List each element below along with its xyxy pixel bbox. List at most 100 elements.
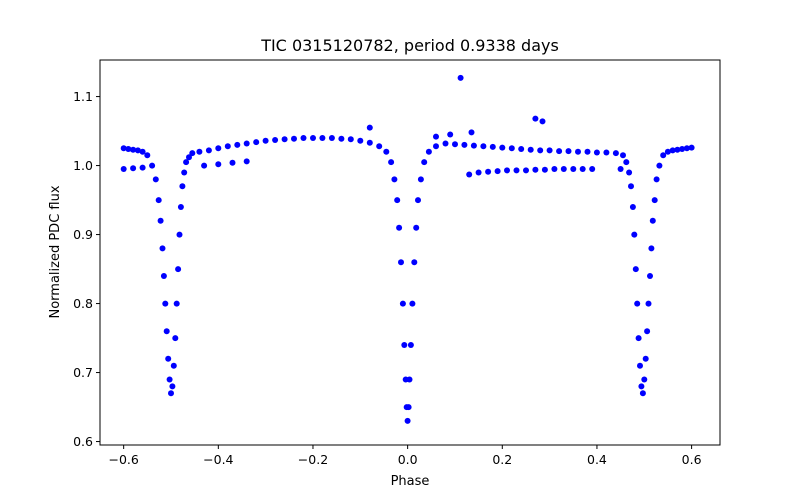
- y-tick-label: 1.0: [73, 158, 93, 173]
- data-point: [539, 118, 546, 125]
- data-point: [628, 183, 634, 190]
- data-point: [357, 137, 364, 144]
- data-point: [300, 135, 307, 141]
- data-point: [396, 224, 403, 231]
- data-point: [639, 390, 646, 397]
- data-point: [405, 404, 412, 411]
- data-point: [635, 335, 642, 342]
- data-point: [417, 176, 424, 183]
- data-point: [144, 152, 151, 159]
- data-point: [224, 143, 231, 150]
- data-point: [612, 150, 619, 157]
- data-point: [383, 148, 390, 155]
- data-point: [603, 149, 610, 156]
- x-tick-label: 0.2: [492, 452, 512, 467]
- data-point: [130, 165, 137, 172]
- data-point: [504, 167, 510, 174]
- data-point: [480, 143, 487, 150]
- x-tick-label: −0.4: [203, 452, 233, 467]
- data-point: [404, 417, 411, 424]
- data-point: [160, 273, 167, 279]
- data-point: [645, 300, 652, 307]
- y-tick-label: 0.8: [73, 296, 93, 311]
- data-point: [637, 362, 643, 369]
- data-point: [262, 137, 269, 144]
- data-point: [452, 141, 458, 148]
- data-point: [139, 164, 146, 171]
- data-point: [272, 137, 279, 143]
- data-point: [620, 152, 626, 159]
- data-point: [409, 300, 416, 307]
- data-point: [155, 197, 162, 204]
- data-point: [407, 342, 414, 348]
- data-point: [172, 335, 179, 342]
- data-point: [447, 131, 454, 138]
- data-point: [461, 141, 468, 148]
- data-point: [669, 147, 676, 154]
- data-point: [170, 362, 177, 369]
- data-point: [660, 152, 667, 159]
- data-point: [489, 143, 496, 150]
- data-point: [181, 169, 188, 176]
- data-point: [532, 166, 539, 173]
- data-point: [632, 266, 639, 273]
- data-point: [149, 162, 156, 169]
- data-point: [196, 148, 203, 155]
- data-points: [120, 74, 695, 424]
- data-point: [162, 300, 169, 307]
- data-point: [433, 133, 439, 140]
- data-point: [243, 140, 250, 147]
- data-point: [631, 231, 638, 238]
- data-point: [166, 376, 173, 383]
- data-point: [475, 169, 482, 176]
- data-point: [664, 148, 671, 155]
- data-point: [421, 159, 428, 166]
- x-tick-label: −0.2: [298, 452, 328, 467]
- data-point: [470, 142, 477, 149]
- data-point: [623, 159, 630, 166]
- x-tick-label: 0.6: [682, 452, 702, 467]
- y-tick-label: 0.9: [73, 227, 93, 242]
- data-point: [683, 145, 690, 152]
- data-point: [648, 245, 655, 252]
- data-point: [656, 162, 663, 169]
- data-point: [579, 166, 586, 172]
- y-tick-label: 0.6: [73, 434, 93, 449]
- data-point: [551, 166, 558, 172]
- data-point: [328, 135, 335, 141]
- data-point: [338, 135, 345, 142]
- data-point: [183, 159, 190, 166]
- data-point: [679, 146, 686, 152]
- data-point: [593, 149, 600, 156]
- data-point: [565, 148, 572, 155]
- data-point: [391, 176, 398, 183]
- data-point: [537, 147, 544, 154]
- data-point: [688, 144, 695, 151]
- data-point: [589, 166, 596, 172]
- data-point: [411, 259, 418, 266]
- data-point: [457, 74, 464, 81]
- data-point: [394, 197, 401, 204]
- data-point: [176, 231, 183, 238]
- y-tick-label: 1.1: [73, 89, 93, 104]
- data-point: [647, 273, 653, 279]
- data-point: [642, 355, 649, 362]
- data-point: [366, 124, 373, 131]
- x-axis-ticks: −0.6 −0.4 −0.2 0.0 0.2 0.4 0.6: [108, 445, 702, 467]
- data-point: [584, 148, 591, 155]
- data-point: [186, 154, 192, 161]
- data-point: [157, 217, 164, 224]
- data-point: [523, 167, 529, 174]
- data-point: [398, 259, 404, 266]
- x-tick-label: 0.4: [587, 452, 607, 467]
- data-point: [634, 300, 641, 307]
- data-point: [413, 224, 420, 231]
- data-point: [234, 141, 241, 148]
- data-point: [541, 166, 548, 173]
- data-point: [442, 140, 449, 147]
- data-point: [169, 383, 176, 390]
- data-point: [177, 204, 184, 210]
- data-point: [215, 161, 222, 168]
- chart-title: TIC 0315120782, period 0.9338 days: [260, 36, 559, 55]
